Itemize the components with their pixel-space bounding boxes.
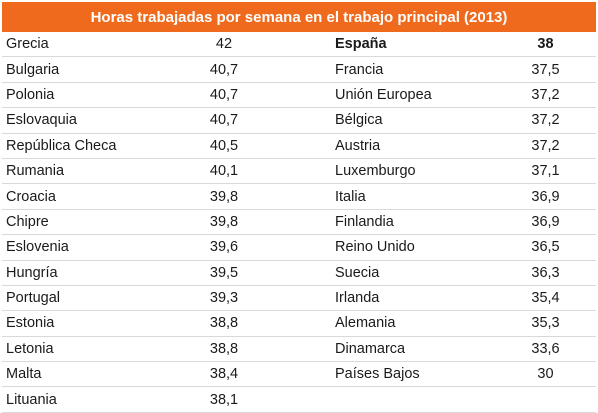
column-gap [279,386,331,413]
country-name: Bélgica [331,107,495,134]
hours-value: 38,8 [169,310,279,337]
column-gap [279,361,331,388]
country-name: Eslovenia [2,234,169,261]
country-name: Bulgaria [2,56,169,83]
hours-value: 39,8 [169,183,279,210]
table-body: Grecia 42 España 38 Bulgaria 40,7 Francia 37,5 P… [2,32,596,413]
table-row: Malta 38,4 Países Bajos 30 [2,361,596,388]
table-row: Eslovenia 39,6 Reino Unido 36,5 [2,234,596,261]
country-name: Países Bajos [331,361,495,388]
hours-value [495,386,596,413]
table-row: Rumania 40,1 Luxemburgo 37,1 [2,158,596,185]
column-gap [279,32,331,58]
column-gap [279,183,331,210]
table-row: Chipre 39,8 Finlandia 36,9 [2,209,596,236]
country-name: Rumania [2,158,169,185]
country-name: Finlandia [331,209,495,236]
country-name: Eslovaquia [2,107,169,134]
hours-value: 36,3 [495,260,596,286]
hours-value: 38,8 [169,336,279,363]
country-name: Polonia [2,82,169,109]
table-row: Letonia 38,8 Dinamarca 33,6 [2,336,596,363]
country-name: Portugal [2,285,169,312]
hours-value: 37,2 [495,133,596,159]
country-name: Suecia [331,260,495,286]
hours-value: 39,6 [169,234,279,261]
country-name: Luxemburgo [331,158,495,185]
country-name: Dinamarca [331,336,495,363]
table-row: Croacia 39,8 Italia 36,9 [2,183,596,210]
country-name: Italia [331,183,495,210]
country-name: Hungría [2,260,169,286]
hours-value: 35,4 [495,285,596,312]
country-name: Lituania [2,386,169,413]
hours-value: 30 [495,361,596,388]
column-gap [279,133,331,159]
column-gap [279,158,331,185]
column-gap [279,107,331,134]
hours-value: 38,1 [169,386,279,413]
table-row: Polonia 40,7 Unión Europea 37,2 [2,82,596,109]
table-title: Horas trabajadas por semana en el trabaj… [2,2,596,32]
table-row: Portugal 39,3 Irlanda 35,4 [2,285,596,312]
table-row: Hungría 39,5 Suecia 36,3 [2,260,596,286]
country-name: Estonia [2,310,169,337]
table-row: Lituania 38,1 [2,386,596,413]
country-name: Reino Unido [331,234,495,261]
country-name [331,386,495,413]
column-gap [279,336,331,363]
column-gap [279,310,331,337]
hours-value: 37,1 [495,158,596,185]
country-name: Malta [2,361,169,388]
hours-value: 40,7 [169,82,279,109]
hours-value: 33,6 [495,336,596,363]
table-row: Bulgaria 40,7 Francia 37,5 [2,56,596,83]
hours-value: 35,3 [495,310,596,337]
table-row: Estonia 38,8 Alemania 35,3 [2,310,596,337]
hours-value: 37,2 [495,82,596,109]
country-name: Croacia [2,183,169,210]
hours-value: 37,2 [495,107,596,134]
hours-value: 37,5 [495,56,596,83]
column-gap [279,209,331,236]
column-gap [279,285,331,312]
country-name: Letonia [2,336,169,363]
hours-value: 38,4 [169,361,279,388]
hours-table: Grecia 42 España 38 Bulgaria 40,7 Francia 37,5 P… [2,32,596,413]
column-gap [279,260,331,286]
country-name: Irlanda [331,285,495,312]
table-row: Grecia 42 España 38 [2,32,596,58]
column-gap [279,234,331,261]
hours-value: 40,5 [169,133,279,159]
country-name: Francia [331,56,495,83]
column-gap [279,82,331,109]
hours-value: 40,1 [169,158,279,185]
country-name: Unión Europea [331,82,495,109]
country-name: Chipre [2,209,169,236]
hours-value: 36,5 [495,234,596,261]
hours-value: 36,9 [495,183,596,210]
country-name: Austria [331,133,495,159]
hours-value: 42 [169,32,279,58]
hours-value: 39,8 [169,209,279,236]
country-name: Alemania [331,310,495,337]
country-name: Grecia [2,32,169,58]
hours-value: 40,7 [169,107,279,134]
hours-value: 40,7 [169,56,279,83]
hours-value: 39,5 [169,260,279,286]
country-name: España [331,32,495,58]
hours-value: 38 [495,32,596,58]
table-row: República Checa 40,5 Austria 37,2 [2,133,596,159]
hours-value: 36,9 [495,209,596,236]
table-row: Eslovaquia 40,7 Bélgica 37,2 [2,107,596,134]
hours-value: 39,3 [169,285,279,312]
country-name: República Checa [2,133,169,159]
column-gap [279,56,331,83]
